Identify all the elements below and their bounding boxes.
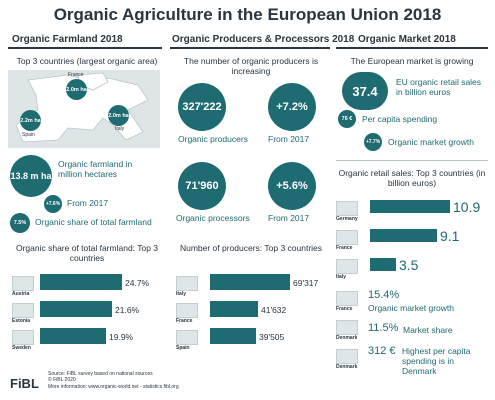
share-bar-sweden	[40, 328, 106, 344]
footer-source: Source: FiBL survey based on national so…	[48, 371, 153, 377]
total-farmland-label: Organic farmland in million hectares	[58, 159, 133, 179]
italy-market-flag	[336, 259, 358, 274]
divider	[170, 47, 330, 49]
share-value-estonia: 21.6%	[115, 305, 140, 315]
producers-value-spain: 39'505	[259, 332, 285, 342]
italy-flag	[176, 276, 198, 291]
denmark-label-2: Denmark	[336, 364, 358, 370]
producers-header: Organic Producers & Processors 2018	[172, 34, 355, 45]
divider	[8, 47, 162, 49]
page-title: Organic Agriculture in the European Unio…	[53, 5, 442, 24]
share-bar-estonia	[40, 301, 112, 317]
producers-label: Organic producers	[178, 134, 248, 144]
producers-bar-france	[210, 301, 258, 317]
france-area-circle: 2.0m ha	[66, 79, 87, 100]
market-growth-label: Organic market growth	[388, 137, 474, 147]
retail-bar-germany	[370, 200, 450, 213]
per-capita-label: Per capita spending	[362, 114, 438, 124]
processors-label: Organic processors	[176, 213, 250, 223]
france-growth-label: Organic market growth	[368, 303, 454, 313]
france-producers-label: France	[176, 318, 193, 324]
germany-label: Germany	[336, 216, 358, 222]
retail-sales-label: EU organic retail sales in billion euros	[396, 77, 482, 97]
austria-label: Austria	[12, 291, 30, 297]
total-farmland-circle: 13.8 m ha	[10, 155, 52, 197]
france-market-flag	[336, 230, 358, 245]
france-label: France	[68, 72, 84, 78]
processors-growth-circle: +5.6%	[268, 162, 316, 210]
germany-flag	[336, 201, 358, 216]
spain-flag	[176, 330, 198, 345]
retail-value-italy: 3.5	[399, 257, 419, 273]
footer-copyright: © FiBL 2020	[48, 377, 76, 384]
retail-chart-title: Organic retail sales: Top 3 countries (i…	[338, 168, 486, 189]
retail-bar-france	[370, 229, 437, 242]
share-bar-austria	[40, 274, 122, 290]
spain-area-circle: 2.2m ha	[20, 110, 41, 131]
france-growth-value: 15.4%	[368, 289, 400, 301]
spain-producers-label: Spain	[176, 345, 190, 351]
retail-sales-circle: 37.4	[342, 72, 388, 110]
producers-value-france: 41'632	[261, 305, 287, 315]
producers-bar-spain	[210, 328, 256, 344]
share-chart-title: Organic share of total farmland: Top 3 c…	[15, 243, 159, 264]
market-growth-circle: +7.7%	[364, 133, 382, 151]
retail-value-germany: 10.9	[453, 199, 481, 215]
share-value-sweden: 19.9%	[109, 332, 134, 342]
market-intro: The European market is growing	[350, 56, 474, 66]
producers-circle: 327'222	[178, 83, 226, 131]
producers-growth-label: From 2017	[268, 134, 310, 144]
france-flag	[176, 303, 198, 318]
spain-label: Spain	[22, 132, 35, 138]
italy-producers-label: Italy	[176, 291, 187, 297]
italy-area-circle: 2.0m ha	[108, 105, 129, 126]
europe-map: 2.0m ha France 2.2m ha Spain 2.0m ha Ita…	[8, 70, 160, 148]
estonia-label: Estonia	[12, 318, 31, 324]
producers-bar-italy	[210, 274, 290, 290]
farmland-header: Organic Farmland 2018	[12, 34, 123, 45]
denmark-spending-value: 312 €	[368, 345, 396, 357]
farmland-share-circle: 7.5%	[10, 213, 30, 233]
footer-more: More information: www.organic-world.net …	[48, 383, 179, 390]
farmland-top3-title: Top 3 countries (largest organic area)	[16, 56, 158, 66]
france-stat-flag	[336, 291, 358, 306]
farmland-growth-circle: +7.6%	[44, 195, 62, 213]
footer-text: Source: FiBL survey based on national so…	[48, 371, 179, 390]
fibl-logo: FiBL	[10, 376, 39, 391]
denmark-spending-label: Highest per capita spending is in Denmar…	[402, 346, 471, 376]
producers-intro: The number of organic producers is incre…	[183, 56, 319, 77]
austria-flag	[12, 276, 34, 291]
processors-circle: 71'960	[178, 162, 226, 210]
sweden-label: Sweden	[12, 345, 31, 351]
retail-value-france: 9.1	[440, 228, 460, 244]
per-capita-circle: 76 €	[338, 110, 356, 128]
estonia-flag	[12, 303, 34, 318]
denmark-share-label: Market share	[403, 325, 453, 335]
denmark-flag	[336, 320, 358, 335]
denmark-flag-2	[336, 349, 358, 364]
italy-market-label: Italy	[336, 274, 347, 280]
producers-value-italy: 69'317	[293, 278, 319, 288]
producers-growth-circle: +7.2%	[268, 83, 316, 131]
market-header: Organic Market 2018	[358, 34, 456, 45]
processors-growth-label: From 2017	[268, 213, 310, 223]
producers-chart-title: Number of producers: Top 3 countries	[179, 243, 323, 253]
denmark-label: Denmark	[336, 335, 358, 341]
italy-label: Italy	[115, 126, 125, 132]
farmland-share-label: Organic share of total farmland	[35, 217, 152, 227]
divider	[336, 47, 488, 49]
farmland-growth-label: From 2017	[67, 198, 109, 208]
france-stat-label: France	[336, 306, 353, 312]
share-value-austria: 24.7%	[125, 278, 150, 288]
sweden-flag	[12, 330, 34, 345]
france-market-label: France	[336, 245, 353, 251]
denmark-share-value: 11.5%	[368, 322, 399, 334]
divider	[336, 160, 488, 161]
retail-bar-italy	[370, 258, 396, 271]
